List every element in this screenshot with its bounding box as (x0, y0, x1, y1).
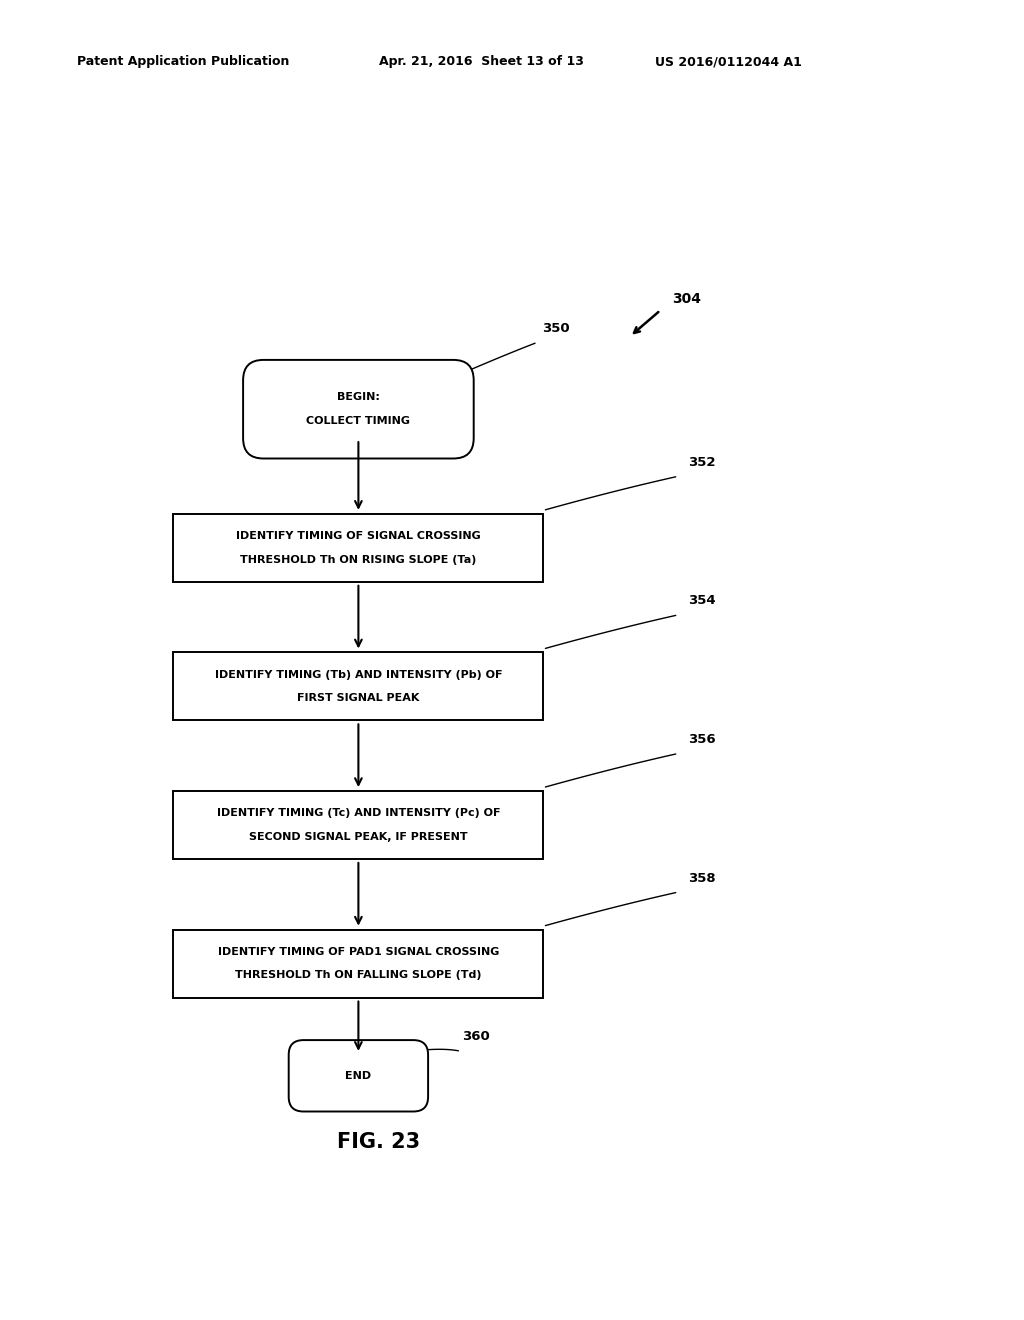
Bar (173, 791, 544, 859)
Text: FIRST SIGNAL PEAK: FIRST SIGNAL PEAK (297, 693, 420, 704)
Text: THRESHOLD Th ON RISING SLOPE (Ta): THRESHOLD Th ON RISING SLOPE (Ta) (241, 554, 476, 565)
Text: THRESHOLD Th ON FALLING SLOPE (Td): THRESHOLD Th ON FALLING SLOPE (Td) (236, 970, 481, 981)
Text: 354: 354 (688, 594, 716, 607)
FancyBboxPatch shape (289, 1040, 428, 1111)
Bar (173, 929, 544, 998)
Text: US 2016/0112044 A1: US 2016/0112044 A1 (655, 55, 802, 69)
Bar (173, 652, 544, 721)
Text: IDENTIFY TIMING OF SIGNAL CROSSING: IDENTIFY TIMING OF SIGNAL CROSSING (236, 531, 481, 541)
Text: 352: 352 (688, 455, 716, 469)
Text: SECOND SIGNAL PEAK, IF PRESENT: SECOND SIGNAL PEAK, IF PRESENT (249, 832, 468, 842)
Text: IDENTIFY TIMING (Tb) AND INTENSITY (Pb) OF: IDENTIFY TIMING (Tb) AND INTENSITY (Pb) … (215, 669, 502, 680)
Text: BEGIN:: BEGIN: (337, 392, 380, 403)
Text: 360: 360 (463, 1030, 490, 1043)
Text: Apr. 21, 2016  Sheet 13 of 13: Apr. 21, 2016 Sheet 13 of 13 (379, 55, 584, 69)
Text: Patent Application Publication: Patent Application Publication (77, 55, 289, 69)
Text: IDENTIFY TIMING OF PAD1 SIGNAL CROSSING: IDENTIFY TIMING OF PAD1 SIGNAL CROSSING (218, 946, 499, 957)
FancyBboxPatch shape (243, 360, 474, 458)
Text: 350: 350 (543, 322, 570, 335)
Text: 356: 356 (688, 733, 716, 746)
Text: END: END (345, 1071, 372, 1081)
Text: IDENTIFY TIMING (Tc) AND INTENSITY (Pc) OF: IDENTIFY TIMING (Tc) AND INTENSITY (Pc) … (217, 808, 500, 818)
Text: COLLECT TIMING: COLLECT TIMING (306, 416, 411, 426)
Bar (173, 513, 544, 582)
Text: 358: 358 (688, 871, 716, 884)
Text: 304: 304 (673, 292, 701, 306)
Text: FIG. 23: FIG. 23 (337, 1131, 421, 1152)
